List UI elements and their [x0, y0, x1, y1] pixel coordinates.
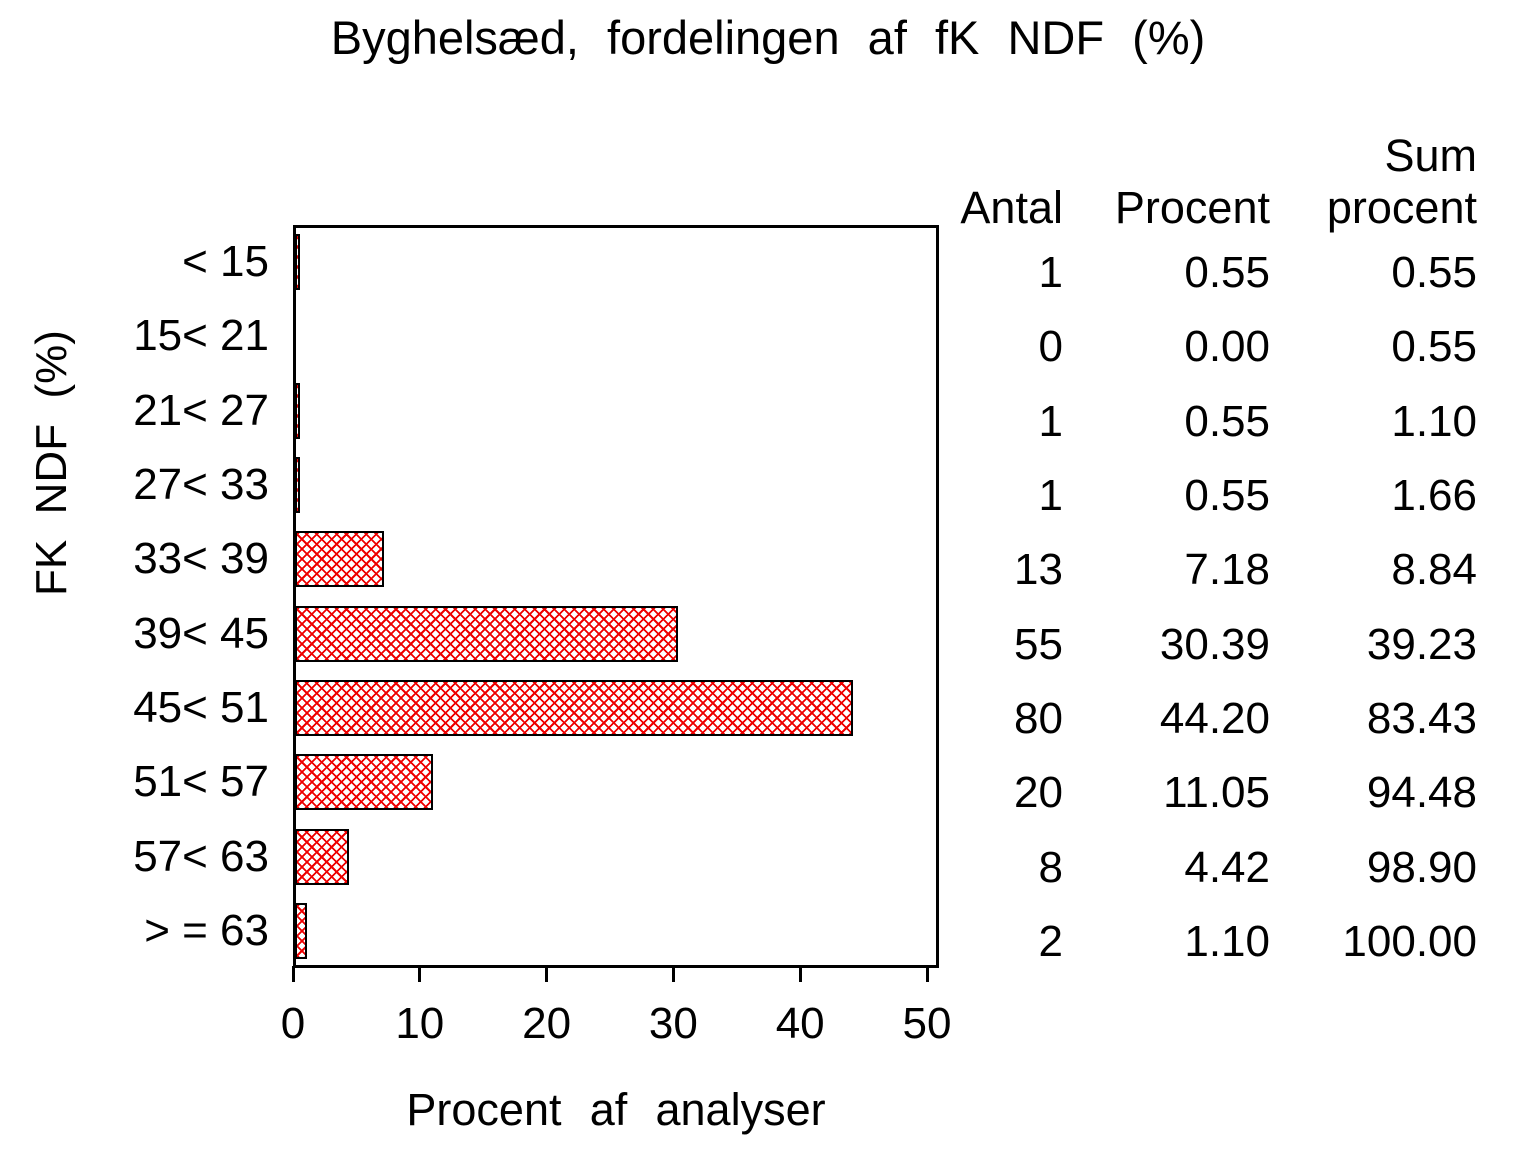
category-label: 15< 21: [133, 311, 269, 361]
bar-45<51: [295, 679, 853, 736]
x-tick-label: 50: [902, 999, 952, 1048]
x-tick: [671, 966, 675, 982]
table-cell-sum: 100.00: [1342, 916, 1477, 966]
table-cell-sum: 1.10: [1391, 396, 1477, 446]
table-cell-procent: 44.20: [1159, 693, 1270, 743]
category-label: 45< 51: [133, 682, 269, 732]
table-cell-procent: 7.18: [1184, 545, 1270, 595]
table-cell-sum: 0.55: [1391, 248, 1477, 298]
table-cell-sum: 98.90: [1366, 842, 1477, 892]
category-label: 33< 39: [133, 534, 269, 584]
table-cell-antal: 8: [1038, 842, 1063, 892]
table-cell-antal: 80: [1014, 693, 1063, 743]
table-cell-antal: 0: [1038, 322, 1063, 372]
table-header-procent: Procent: [1114, 182, 1270, 233]
bar-21<27: [295, 382, 300, 439]
table-cell-procent: 0.55: [1184, 471, 1270, 521]
table-cell-sum: 0.55: [1391, 322, 1477, 372]
category-label: 21< 27: [133, 385, 269, 435]
table-cell-antal: 1: [1038, 396, 1063, 446]
table-cell-antal: 13: [1014, 545, 1063, 595]
bar->=63: [295, 902, 307, 959]
x-tick: [925, 966, 929, 982]
plot-frame: [293, 225, 939, 968]
table-cell-antal: 1: [1038, 248, 1063, 298]
x-tick: [798, 966, 802, 982]
table-cell-antal: 55: [1014, 619, 1063, 669]
table-cell-procent: 0.00: [1184, 322, 1270, 372]
table-header-sum-line1: Sum: [1384, 130, 1477, 181]
x-tick-label: 0: [280, 999, 306, 1048]
table-cell-sum: 1.66: [1391, 471, 1477, 521]
bar-27<33: [295, 457, 300, 514]
x-tick: [545, 966, 549, 982]
bar-<15: [295, 234, 300, 291]
table-cell-procent: 30.39: [1159, 619, 1270, 669]
x-tick: [418, 966, 422, 982]
category-label: > = 63: [144, 905, 269, 955]
bar-51<57: [295, 754, 433, 811]
table-cell-sum: 39.23: [1366, 619, 1477, 669]
table-header-sum-line2: procent: [1326, 182, 1477, 233]
table-cell-procent: 4.42: [1184, 842, 1270, 892]
x-tick: [291, 966, 295, 982]
x-tick-label: 40: [775, 999, 825, 1048]
table-cell-procent: 0.55: [1184, 396, 1270, 446]
table-cell-sum: 83.43: [1366, 693, 1477, 743]
table-cell-procent: 0.55: [1184, 248, 1270, 298]
table-cell-antal: 20: [1014, 768, 1063, 818]
x-axis-title: Procent af analyser: [406, 1084, 826, 1135]
table-cell-antal: 1: [1038, 471, 1063, 521]
category-label: 57< 63: [133, 831, 269, 881]
x-tick-label: 20: [522, 999, 572, 1048]
table-header-sum-procent: Sum procent: [1327, 130, 1477, 234]
table-cell-sum: 94.48: [1366, 768, 1477, 818]
table-cell-antal: 2: [1038, 916, 1063, 966]
table-cell-procent: 11.05: [1163, 768, 1270, 818]
category-label: 39< 45: [133, 608, 269, 658]
chart-title: Byghelsæd, fordelingen af fK NDF (%): [330, 11, 1206, 64]
x-tick-label: 10: [395, 999, 445, 1048]
table-cell-procent: 1.10: [1184, 916, 1270, 966]
category-label: 51< 57: [133, 757, 269, 807]
bar-39<45: [295, 605, 678, 662]
category-label: < 15: [182, 237, 269, 287]
category-label: 27< 33: [133, 460, 269, 510]
table-header-antal: Antal: [960, 182, 1063, 233]
bar-57<63: [295, 828, 349, 885]
x-tick-label: 30: [648, 999, 698, 1048]
bar-33<39: [295, 531, 384, 588]
table-cell-sum: 8.84: [1391, 545, 1477, 595]
